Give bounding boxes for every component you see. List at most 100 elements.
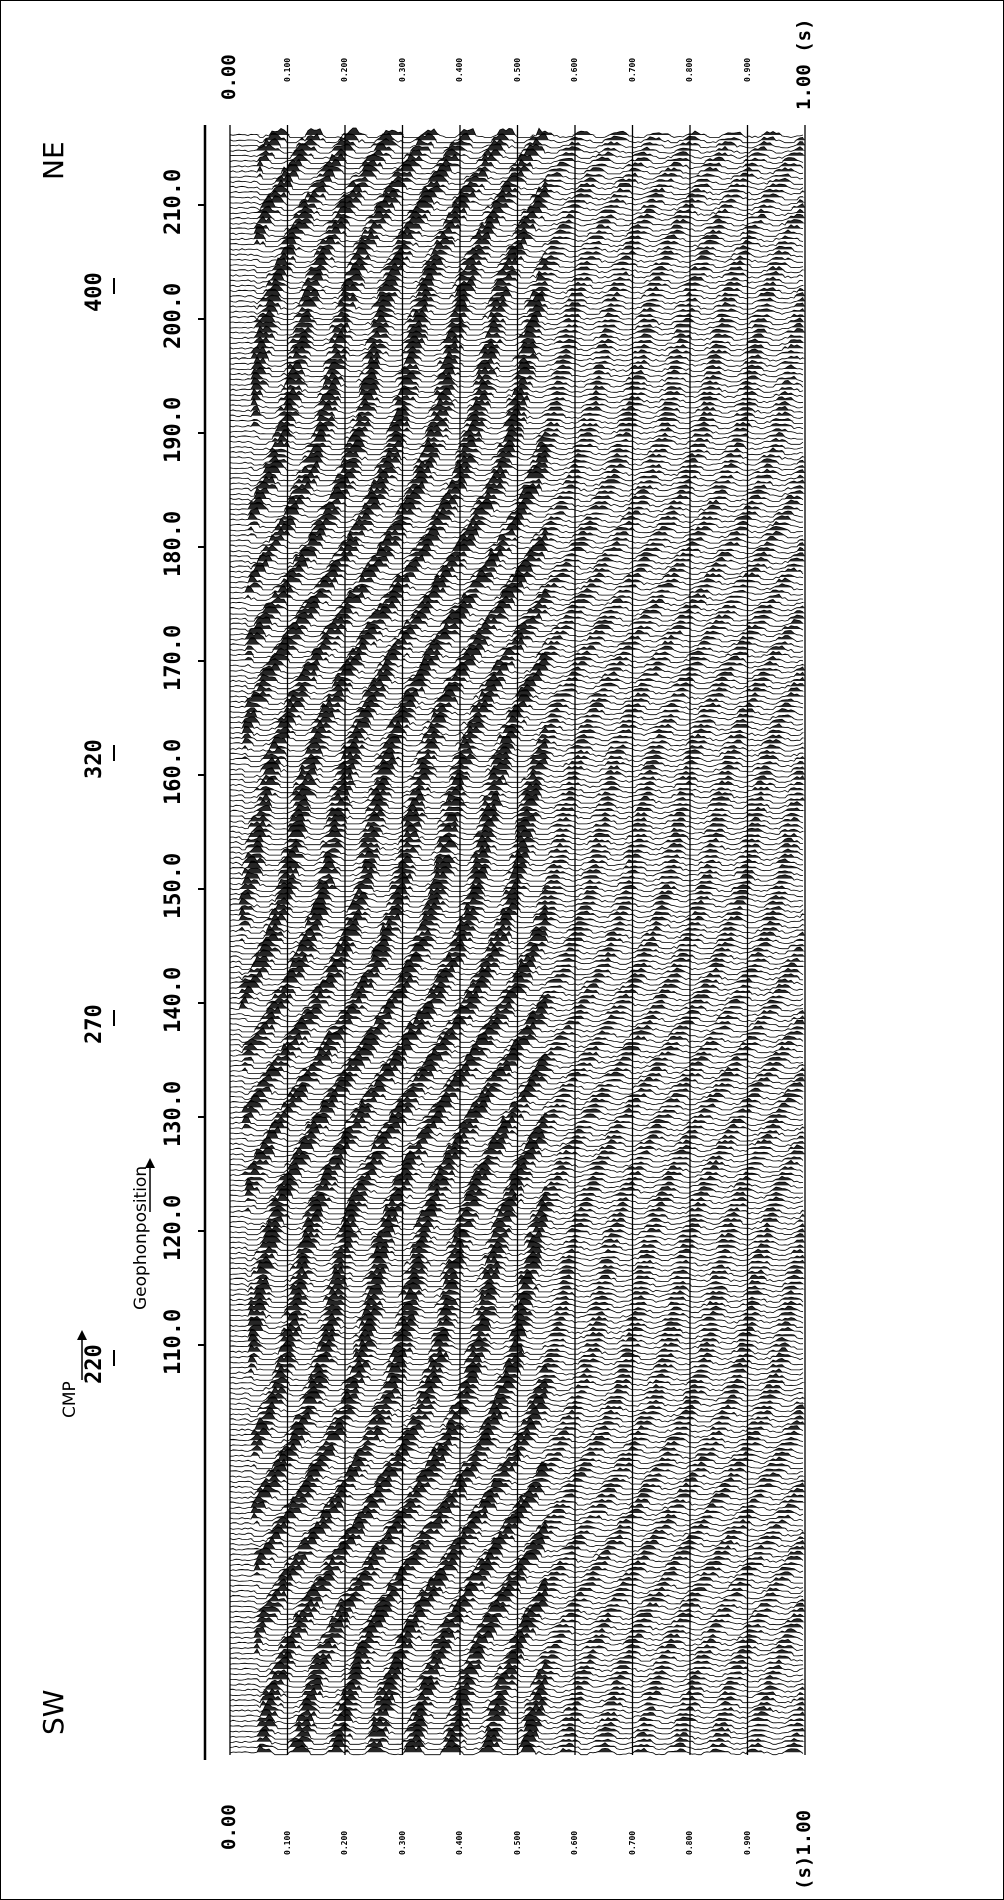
seismic-trace: [229, 1214, 804, 1225]
seismic-trace: [229, 553, 803, 565]
seismic-trace-fill: [230, 1235, 805, 1243]
seismic-trace-fill: [230, 538, 805, 546]
seismic-trace: [229, 881, 804, 892]
seismic-trace-fill: [230, 700, 805, 707]
seismic-trace: [229, 1390, 804, 1402]
seismic-trace: [229, 195, 804, 206]
seismic-trace: [229, 1416, 804, 1428]
geophone-label: 180.0: [161, 510, 186, 577]
seismic-trace: [229, 1240, 804, 1251]
seismic-trace: [229, 1718, 804, 1730]
seismic-trace-fill: [230, 1095, 805, 1103]
seismic-trace-fill: [230, 1370, 805, 1378]
seismic-trace: [229, 454, 804, 466]
time-label-bottom: 0.800: [685, 1830, 694, 1855]
seismic-trace: [229, 1380, 804, 1392]
seismic-trace-fill: [230, 1194, 805, 1201]
seismic-trace-fill: [230, 325, 805, 333]
seismic-trace-fill: [230, 481, 805, 489]
seismic-trace: [229, 1266, 804, 1277]
seismic-trace-fill: [230, 960, 805, 967]
seismic-trace-fill: [230, 362, 805, 369]
cmp-axis-title: CMP: [60, 1381, 80, 1418]
geophone-label: 210.0: [161, 168, 186, 235]
seismic-trace: [229, 480, 804, 492]
geophone-axis-ticks: [198, 204, 205, 1346]
seismic-trace: [229, 1469, 803, 1480]
direction-label-ne: NE: [37, 141, 70, 180]
seismic-trace-fill: [230, 1625, 805, 1633]
seismic-trace-fill: [230, 216, 805, 224]
seismic-trace-fill: [230, 1292, 805, 1300]
time-label-bottom: 0.00: [218, 1804, 240, 1850]
seismic-trace-fill: [230, 1391, 805, 1399]
seismic-trace-fill: [230, 1584, 805, 1591]
seismic-trace: [229, 1729, 804, 1740]
seismic-trace-fill: [230, 908, 805, 915]
seismic-trace: [229, 803, 804, 814]
seismic-trace: [230, 668, 804, 679]
seismic-trace: [229, 600, 804, 612]
seismic-trace-fill: [230, 1552, 805, 1560]
seismic-trace-fill: [230, 819, 805, 827]
cmp-label: 270: [82, 1004, 107, 1044]
seismic-trace: [229, 1458, 804, 1470]
seismic-trace: [229, 917, 804, 929]
seismic-trace: [230, 663, 804, 674]
seismic-trace: [229, 283, 804, 295]
seismic-trace: [229, 590, 804, 601]
seismic-trace-fill: [230, 1542, 805, 1550]
seismic-trace: [229, 1141, 804, 1152]
seismic-trace-fill: [230, 528, 805, 536]
seismic-trace: [229, 605, 804, 617]
cmp-label: 400: [82, 272, 107, 312]
seismic-trace: [229, 751, 804, 762]
seismic-trace: [229, 486, 804, 497]
seismic-trace: [229, 1697, 804, 1709]
seismic-trace-fill: [230, 336, 805, 343]
seismic-trace-fill: [230, 1116, 805, 1123]
seismic-trace-fill: [230, 1667, 805, 1675]
seismic-trace-fill: [230, 476, 805, 484]
seismic-trace-fill: [230, 1277, 805, 1285]
seismic-trace-fill: [230, 1386, 805, 1394]
seismic-trace-fill: [230, 1287, 805, 1295]
seismic-trace-fill: [230, 653, 805, 661]
time-label-bottom: 0.200: [340, 1830, 349, 1855]
seismic-trace-fill: [230, 637, 805, 645]
seismic-trace-fill: [230, 1459, 805, 1467]
seismic-trace: [229, 304, 804, 315]
geophone-label: 130.0: [161, 1080, 186, 1147]
seismic-trace: [229, 1131, 804, 1142]
seismic-trace-fill: [230, 674, 805, 681]
seismic-trace-fill: [230, 1240, 805, 1248]
seismic-trace: [229, 293, 804, 305]
geophone-label: 150.0: [161, 852, 186, 919]
geophone-label: 140.0: [161, 966, 186, 1033]
seismic-trace: [229, 782, 804, 794]
seismic-trace: [229, 1687, 804, 1699]
seismic-trace: [229, 210, 804, 222]
seismic-trace: [229, 1396, 804, 1407]
seismic-trace-fill: [230, 258, 805, 265]
seismic-trace-fill: [230, 237, 805, 245]
seismic-trace-fill: [230, 726, 805, 733]
seismic-trace: [229, 278, 804, 289]
seismic-trace: [229, 1063, 804, 1075]
seismic-trace-fill: [230, 180, 805, 187]
seismic-trace-fill: [230, 320, 805, 328]
seismic-trace: [229, 678, 804, 690]
seismic-trace-fill: [230, 1734, 805, 1742]
seismic-trace: [229, 1593, 804, 1605]
seismic-trace: [229, 1723, 804, 1735]
time-label-top: 0.00: [218, 54, 240, 100]
seismic-trace-fill: [230, 315, 805, 323]
seismic-trace-fill: [230, 902, 805, 910]
time-label-top: 0.800: [685, 57, 694, 82]
seismic-trace-fill: [230, 694, 805, 702]
seismic-trace-fill: [230, 554, 805, 562]
seismic-trace-fill: [230, 1682, 805, 1690]
seismic-trace-fill: [230, 486, 805, 494]
seismic-trace-fill: [230, 736, 805, 744]
seismic-trace: [229, 1713, 804, 1724]
